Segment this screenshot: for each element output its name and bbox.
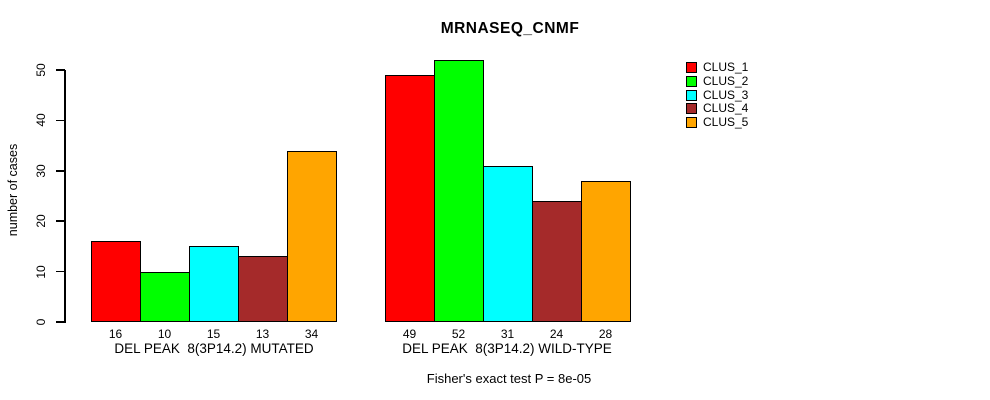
legend-item-clus-1: CLUS_1 [686,61,748,75]
bar-clus-3-group-1 [189,246,239,322]
legend-swatch-icon [686,103,697,115]
bar-value-label: 24 [549,327,564,341]
y-tick-label: 50 [34,63,48,77]
bar-clus-2-group-2 [434,59,484,322]
bar-value-label: 31 [500,327,515,341]
legend-label: CLUS_1 [703,60,749,75]
chart-title: MRNASEQ_CNMF [440,20,580,37]
legend-swatch-icon [686,62,697,74]
y-tick-label: 20 [34,214,48,228]
fisher-test-caption: Fisher's exact test P = 8e-05 [426,371,592,386]
legend-swatch-icon [686,76,697,88]
legend-label: CLUS_2 [703,74,749,89]
bar-clus-3-group-2 [483,165,533,322]
bar-clus-5-group-2 [581,180,631,322]
bar-value-label: 13 [255,327,270,341]
y-tick-label: 10 [34,264,48,279]
bar-value-label: 34 [304,327,319,341]
y-tick-label: 40 [34,113,48,128]
y-tick-mark [56,69,65,71]
y-tick-mark [56,270,65,273]
legend-label: CLUS_5 [703,115,749,130]
y-tick-label: 30 [34,164,48,178]
y-axis-label: number of cases [6,143,20,237]
legend-item-clus-2: CLUS_2 [686,75,748,89]
bar-clus-2-group-1 [140,271,190,322]
legend-item-clus-4: CLUS_4 [686,102,748,116]
bar-value-label: 15 [206,327,221,341]
bar-clus-4-group-2 [532,201,582,322]
legend-item-clus-5: CLUS_5 [686,116,748,130]
y-tick-label: 0 [34,318,48,326]
legend-swatch-icon [686,117,697,129]
y-axis-line [64,70,66,323]
legend-label: CLUS_4 [703,101,749,116]
y-tick-mark [56,170,65,172]
bar-value-label: 10 [157,327,172,341]
legend-label: CLUS_3 [703,87,749,102]
bar-value-label: 49 [402,327,417,341]
bar-value-label: 52 [451,327,466,341]
bar-clus-5-group-1 [287,150,337,322]
bar-clus-4-group-1 [238,256,288,322]
legend-item-clus-3: CLUS_3 [686,88,748,102]
y-tick-mark [56,119,65,122]
legend: CLUS_1 CLUS_2 CLUS_3 CLUS_4 CLUS_5 [686,61,748,129]
group-label-mutated: DEL PEAK 8(3P14.2) MUTATED [114,341,314,356]
y-tick-mark [56,220,65,222]
group-label-wild-type: DEL PEAK 8(3P14.2) WILD-TYPE [402,341,612,356]
bar-value-label: 16 [108,327,123,341]
bar-value-label: 28 [598,327,613,341]
legend-swatch-icon [686,89,697,101]
bar-clus-1-group-1 [91,241,141,322]
bar-clus-1-group-2 [385,75,435,322]
y-tick-mark [56,321,65,323]
